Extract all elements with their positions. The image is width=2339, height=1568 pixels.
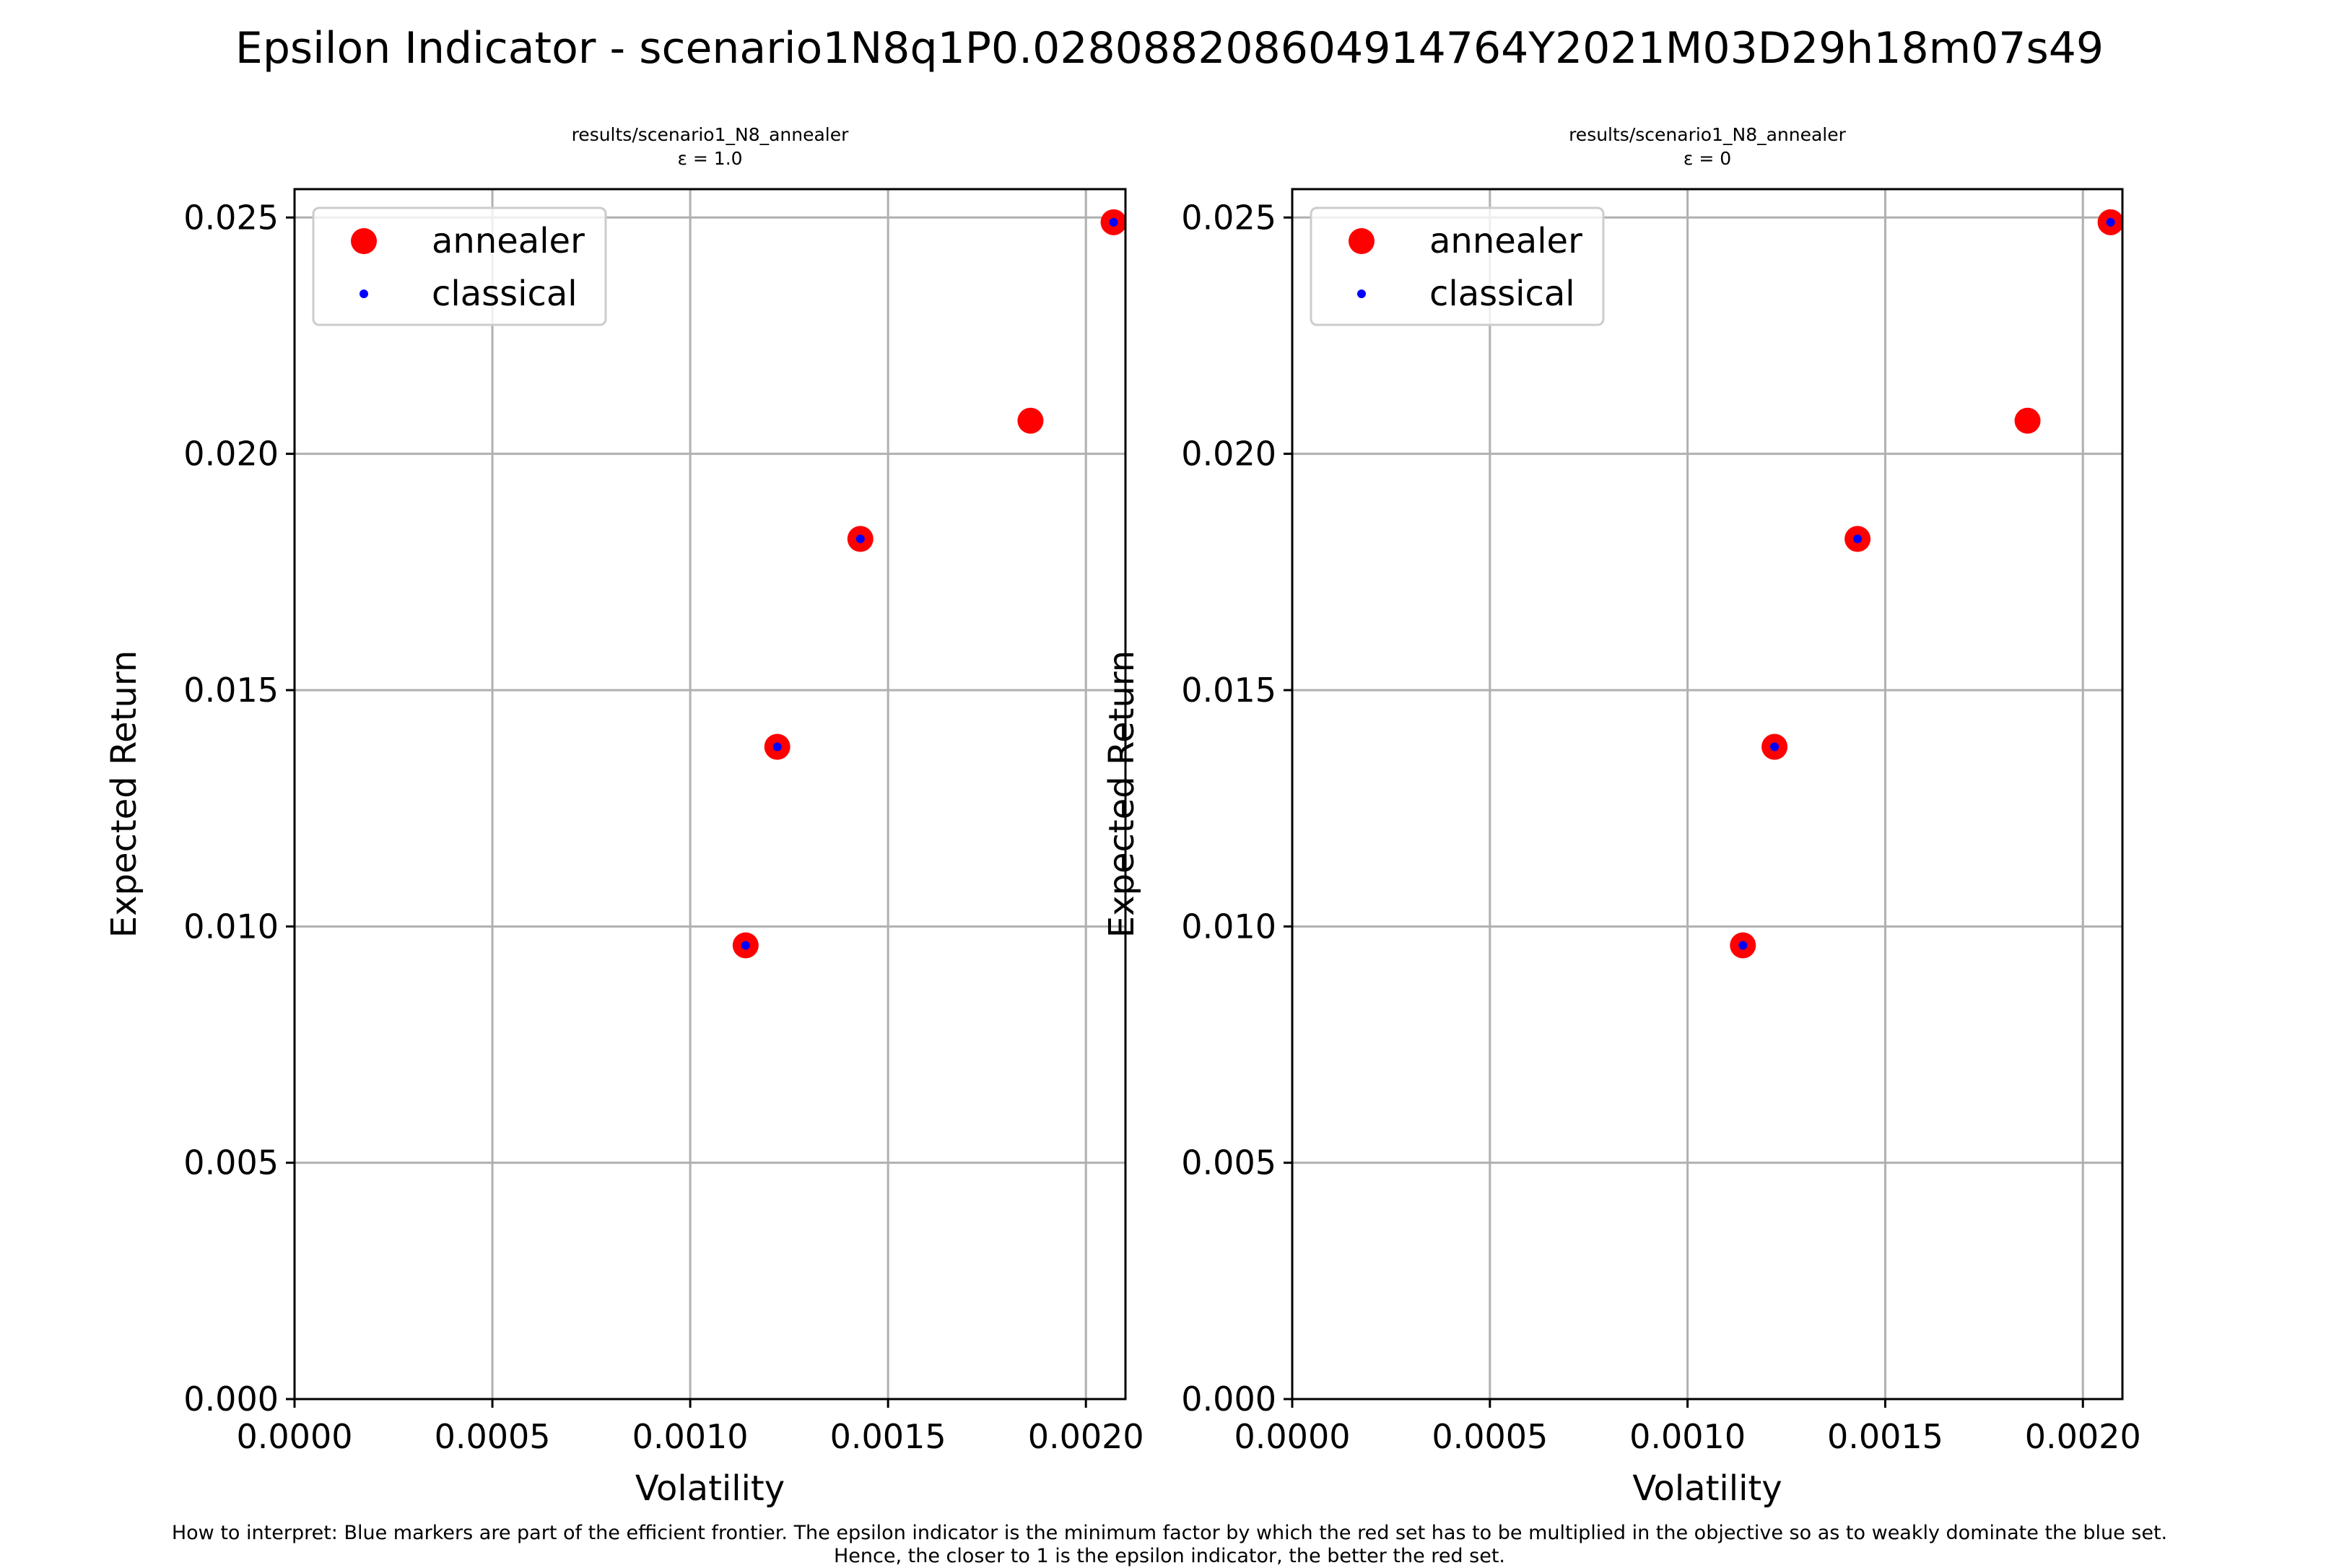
legend-label-classical: classical	[432, 274, 578, 314]
legend: annealer classical	[312, 206, 607, 326]
legend-marker-classical	[1357, 289, 1366, 298]
figure-title: Epsilon Indicator - scenario1N8q1P0.0280…	[235, 23, 2104, 74]
y-tick-label: 0.015	[1181, 671, 1276, 710]
data-point-annealer	[2014, 407, 2041, 434]
x-tick-label: 0.0000	[1234, 1417, 1351, 1456]
x-tick-label: 0.0020	[2025, 1417, 2141, 1456]
y-tick-label: 0.010	[1181, 907, 1276, 946]
y-tick-label: 0.025	[1181, 198, 1276, 237]
axes-frame	[1291, 188, 2124, 1401]
data-point-classical	[1853, 534, 1863, 544]
y-tick-label: 0.025	[183, 198, 279, 237]
subplot-1: results/scenario1_N8_annealer ε = 1.0 0.00…	[104, 124, 1144, 1509]
y-tick-label: 0.000	[183, 1380, 279, 1419]
legend-label-classical: classical	[1429, 274, 1575, 314]
subplot-title-epsilon: ε = 1.0	[677, 148, 742, 169]
y-axis-label: Expected Return	[1102, 650, 1142, 938]
legend: annealer classical	[1310, 206, 1605, 326]
x-tick-label: 0.0010	[632, 1417, 749, 1456]
y-axis-label: Expected Return	[104, 650, 144, 938]
x-tick-label: 0.0015	[1827, 1417, 1943, 1456]
axes-frame	[293, 188, 1127, 1401]
x-tick-label: 0.0010	[1629, 1417, 1746, 1456]
legend-label-annealer: annealer	[1429, 221, 1582, 261]
subplot-title-epsilon: ε = 0	[1684, 148, 1731, 169]
y-tick-label: 0.005	[1181, 1144, 1276, 1182]
interpretation-line-2: Hence, the closer to 1 is the epsilon in…	[834, 1545, 1505, 1567]
x-tick-label: 0.0005	[1432, 1417, 1548, 1456]
legend-box	[1310, 206, 1605, 326]
data-point-classical	[772, 742, 782, 752]
interpretation-line-1: How to interpret: Blue markers are part …	[171, 1522, 2168, 1544]
x-tick-label: 0.0020	[1028, 1417, 1144, 1456]
y-tick-label: 0.020	[183, 435, 279, 474]
legend-label-annealer: annealer	[432, 221, 585, 261]
data-point-classical	[741, 941, 750, 950]
data-point-classical	[855, 534, 865, 544]
y-tick-label: 0.015	[183, 671, 279, 710]
subplot-title-path: results/scenario1_N8_annealer	[1569, 124, 1847, 145]
interpretation-note: How to interpret: Blue markers are part …	[0, 1522, 2339, 1568]
y-tick-label: 0.005	[183, 1144, 279, 1182]
x-axis-label: Volatility	[1632, 1468, 1782, 1509]
data-point-classical	[2106, 217, 2115, 227]
y-tick-label: 0.000	[1181, 1380, 1276, 1419]
legend-marker-classical	[360, 289, 368, 298]
legend-marker-annealer	[351, 228, 377, 254]
x-tick-label: 0.0000	[237, 1417, 353, 1456]
legend-box	[312, 206, 607, 326]
subplot-title-path: results/scenario1_N8_annealer	[572, 124, 850, 145]
data-point-classical	[1109, 217, 1118, 227]
legend-marker-annealer	[1349, 228, 1375, 254]
data-point-classical	[1770, 742, 1780, 752]
x-tick-label: 0.0015	[830, 1417, 946, 1456]
data-point-annealer	[1017, 407, 1044, 434]
x-axis-label: Volatility	[635, 1468, 785, 1509]
data-point-classical	[1738, 941, 1748, 950]
y-tick-label: 0.010	[183, 907, 279, 946]
x-tick-label: 0.0005	[435, 1417, 551, 1456]
y-tick-label: 0.020	[1181, 435, 1276, 474]
